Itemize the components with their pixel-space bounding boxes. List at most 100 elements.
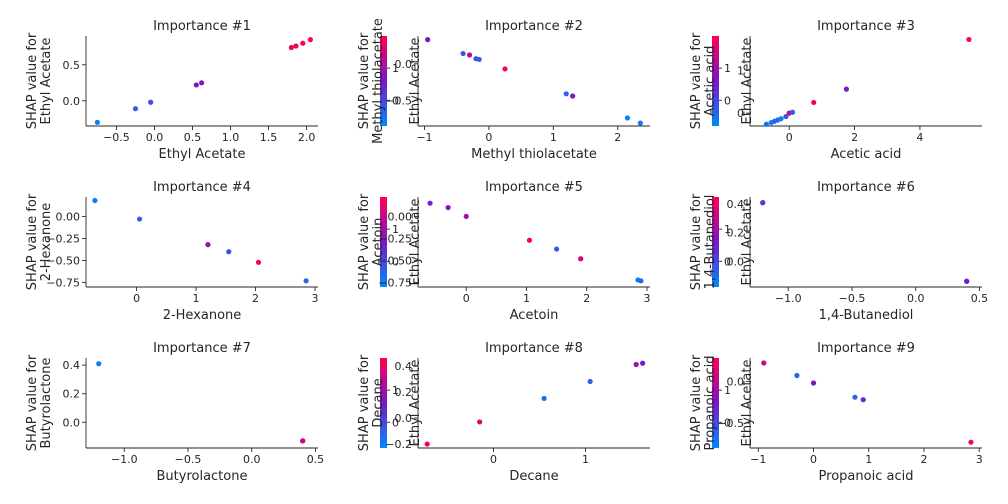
x-tick-label: 3 (643, 292, 650, 305)
colorbar-tick-label: 0 (724, 255, 731, 268)
x-tick-label: 0 (490, 453, 497, 466)
data-point (968, 439, 974, 445)
data-point (810, 380, 817, 386)
x-tick-label: 2 (921, 453, 928, 466)
data-point (92, 197, 98, 204)
data-point (761, 360, 767, 366)
y-axis-label: SHAP value for1,4-Butanediol (689, 193, 718, 290)
y-tick-label: 0.5 (63, 59, 81, 72)
subplot-title: Importance #8 (485, 341, 583, 356)
data-point (526, 237, 533, 243)
subplot-4: Importance #40 1 2 30.00−0.25−0.50−0.752-He… (25, 180, 423, 323)
y-axis-label: SHAP value forDecane (357, 354, 386, 451)
y-tick-label: 0.0 (727, 375, 745, 388)
data-point (293, 43, 299, 49)
data-point (463, 213, 469, 220)
x-tick-label: 3 (976, 453, 983, 466)
colorbar-tick-label: 1 (724, 384, 731, 397)
x-tick-label: 0 (133, 292, 140, 305)
subplot-grid: Importance #1 −0.5 0.0 0.5 1.0 1.5 2.0 0.0 0.5 Et… (25, 18, 989, 484)
y-axis-label-line: Methyl thiolacetate (371, 18, 386, 144)
y-tick-label: −0.5 (717, 417, 744, 430)
data-point (136, 216, 143, 222)
y-tick-label: 0.0 (63, 95, 81, 108)
x-tick-label: 1 (582, 453, 589, 466)
y-tick-label: 0.2 (727, 227, 745, 240)
data-point (860, 397, 866, 403)
y-tick-label: 0.4 (727, 198, 745, 211)
y-axis-label-line: SHAP value for (25, 32, 40, 129)
y-tick-label: 0.2 (63, 388, 81, 401)
y-tick-label: −0.5 (385, 94, 412, 107)
y-tick-label: −0.50 (378, 255, 412, 268)
colorbar-tick-label: 1 (392, 384, 399, 397)
y-axis-label-line: SHAP value for (25, 193, 40, 290)
x-axis-label: Butyrolactone (157, 469, 248, 484)
data-point (587, 378, 593, 385)
data-point (288, 44, 294, 51)
y-tick-label: 0.0 (63, 416, 81, 429)
subplot-1: Importance #1 −0.5 0.0 0.5 1.0 1.5 2.0 0.0 0.5 Et… (25, 19, 423, 162)
subplot-title: Importance #6 (817, 180, 915, 195)
colorbar (380, 36, 387, 126)
data-point (445, 204, 451, 211)
x-axis-label: Propanoic acid (819, 469, 914, 484)
y-axis-label: SHAP value forAcetic acid (689, 32, 718, 129)
x-tick-label: 0 (810, 453, 817, 466)
subplot-title: Importance #2 (485, 19, 583, 34)
x-tick-label: 0.5 (971, 292, 989, 305)
x-tick-label: −1 (416, 131, 432, 144)
y-tick-label: 0 (737, 107, 744, 120)
data-point (789, 109, 796, 115)
subplot-9: Importance #9 −1 0 1 2 3 −0.5 0.0 Propanoic acid… (689, 341, 983, 484)
data-point (541, 395, 547, 402)
x-tick-label: 0.5 (184, 131, 202, 144)
colorbar-label: Ethyl Acetate (740, 38, 755, 125)
colorbar (380, 358, 387, 448)
y-tick-label: −0.2 (385, 438, 412, 451)
subplot-title: Importance #1 (153, 19, 251, 34)
x-tick-label: 1.0 (222, 131, 240, 144)
x-axis-label: Decane (509, 469, 558, 484)
x-tick-label: 0.5 (307, 453, 325, 466)
data-point (964, 278, 970, 284)
y-tick-label: −0.75 (46, 277, 80, 290)
data-point (307, 37, 313, 43)
x-axis-label: 1,4-Butanediol (819, 308, 914, 323)
subplot-title: Importance #5 (485, 180, 583, 195)
x-tick-label: 0 (463, 292, 470, 305)
data-point (843, 86, 849, 92)
y-axis-label: SHAP value forButyrolactone (25, 354, 54, 451)
data-point (640, 360, 646, 366)
y-axis-label-line: Butyrolactone (39, 358, 54, 449)
y-axis-label-line: 1,4-Butanediol (703, 195, 718, 290)
data-point (303, 278, 309, 284)
data-point (633, 361, 639, 368)
y-axis-label: SHAP value forEthyl Acetate (25, 32, 54, 129)
x-tick-label: −1 (750, 453, 766, 466)
x-tick-label: −1.0 (111, 453, 138, 466)
data-point (300, 40, 306, 46)
data-point (966, 36, 972, 43)
colorbar-tick-label: 1 (392, 223, 399, 236)
data-point (96, 361, 102, 367)
y-axis-label-line: 2-Hexanone (39, 203, 54, 282)
x-tick-label: −0.5 (175, 453, 202, 466)
data-point (148, 99, 154, 105)
y-tick-label: −0.75 (378, 277, 412, 290)
y-axis-label-line: SHAP value for (689, 354, 704, 451)
subplot-2: Importance #2 −1 0 1 2 −0.5 0.0 Methyl thiolace… (357, 18, 755, 162)
data-point (425, 37, 431, 43)
colorbar (712, 197, 719, 287)
colorbar-label: Ethyl Acetate (740, 199, 755, 286)
y-axis-label: SHAP value forPropanoic acid (689, 354, 718, 451)
data-point (199, 80, 205, 86)
y-axis-label-line: SHAP value for (689, 32, 704, 129)
colorbar-tick-label: 0 (392, 255, 399, 268)
y-axis-label: SHAP value for2-Hexanone (25, 193, 54, 290)
x-tick-label: 0 (485, 131, 492, 144)
subplot-title: Importance #7 (153, 341, 251, 356)
subplot-title: Importance #3 (817, 19, 915, 34)
